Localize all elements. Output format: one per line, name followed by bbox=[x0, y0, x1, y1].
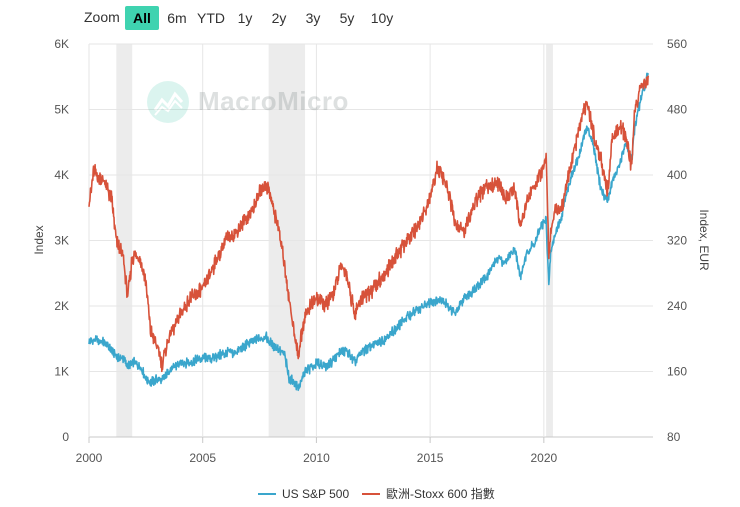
y-axis-left-title: Index bbox=[32, 225, 46, 254]
legend-swatch-stoxx600 bbox=[362, 492, 380, 495]
zoom-button-2y[interactable]: 2y bbox=[271, 10, 287, 26]
series-line-sp500 bbox=[88, 72, 650, 392]
zoom-button-6m[interactable]: 6m bbox=[167, 10, 187, 26]
zoom-button-ytd[interactable]: YTD bbox=[197, 10, 225, 26]
series-line-stoxx600 bbox=[88, 75, 650, 373]
zoom-button-10y[interactable]: 10y bbox=[370, 10, 394, 26]
x-tick-label: 2020 bbox=[530, 451, 557, 465]
watermark-text: MacroMicro bbox=[198, 86, 349, 116]
y-left-tick-label: 3K bbox=[54, 234, 69, 248]
legend-item-stoxx600[interactable]: 歐洲-Stoxx 600 指數 bbox=[362, 486, 495, 502]
y-right-tick-label: 80 bbox=[667, 430, 681, 444]
x-tick-label: 2010 bbox=[303, 451, 330, 465]
chart-legend: US S&P 500 歐洲-Stoxx 600 指數 bbox=[0, 486, 740, 502]
x-tick-label: 2000 bbox=[76, 451, 103, 465]
y-right-tick-label: 480 bbox=[667, 103, 687, 117]
zoom-button-3y[interactable]: 3y bbox=[305, 10, 321, 26]
x-tick-label: 2015 bbox=[417, 451, 444, 465]
zoom-label: Zoom bbox=[84, 9, 120, 25]
y-axis-right-title: Index, EUR bbox=[697, 209, 711, 271]
x-tick-label: 2005 bbox=[189, 451, 216, 465]
y-left-tick-label: 0 bbox=[62, 430, 69, 444]
zoom-button-5y[interactable]: 5y bbox=[339, 10, 355, 26]
y-left-tick-label: 4K bbox=[54, 168, 69, 182]
zoom-button-all[interactable]: All bbox=[125, 6, 159, 30]
y-right-tick-label: 160 bbox=[667, 365, 687, 379]
legend-label-sp500: US S&P 500 bbox=[282, 487, 350, 501]
y-left-tick-label: 5K bbox=[54, 103, 69, 117]
legend-item-sp500[interactable]: US S&P 500 bbox=[258, 486, 349, 502]
legend-label-stoxx600: 歐洲-Stoxx 600 指數 bbox=[386, 487, 495, 501]
zoom-toolbar: Zoom All 6m YTD 1y 2y 3y 5y 10y bbox=[0, 6, 420, 30]
zoom-button-1y[interactable]: 1y bbox=[237, 10, 253, 26]
watermark-logo-icon bbox=[147, 81, 189, 123]
y-right-tick-label: 400 bbox=[667, 168, 687, 182]
y-left-tick-label: 1K bbox=[54, 365, 69, 379]
y-right-tick-label: 560 bbox=[667, 37, 687, 51]
y-right-tick-label: 320 bbox=[667, 234, 687, 248]
y-right-tick-label: 240 bbox=[667, 299, 687, 313]
y-left-tick-label: 2K bbox=[54, 299, 69, 313]
legend-swatch-sp500 bbox=[258, 492, 276, 495]
y-left-tick-label: 6K bbox=[54, 37, 69, 51]
